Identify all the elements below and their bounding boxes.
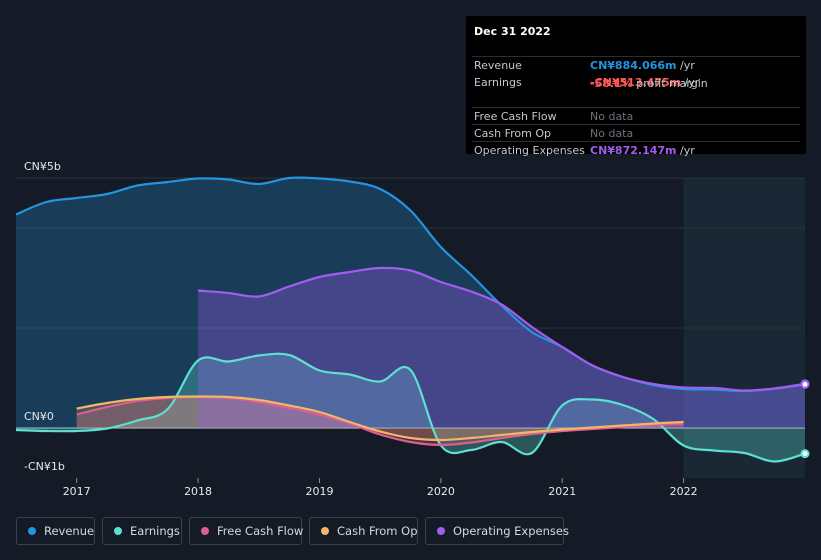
legend-dot-icon — [114, 527, 122, 535]
tooltip-row-earnings: Earnings -CN¥513.475m /yr — [466, 73, 806, 90]
x-tick-label: 2019 — [305, 485, 333, 498]
legend-dot-icon — [28, 527, 36, 535]
tooltip-row-revenue: Revenue CN¥884.066m /yr — [466, 56, 806, 73]
x-tick-label: 2018 — [184, 485, 212, 498]
legend-dot-icon — [201, 527, 209, 535]
y-tick-label: CN¥5b — [24, 160, 61, 173]
legend-label: Cash From Op — [337, 524, 418, 538]
y-tick-label: CN¥0 — [24, 410, 54, 423]
area-revenue — [16, 177, 805, 428]
end-marker-operating-expenses — [800, 379, 810, 389]
tooltip-value: No data — [590, 127, 634, 140]
line-revenue — [15, 176, 806, 393]
area-operating-expenses — [198, 267, 806, 428]
area-cash-from-op — [76, 396, 684, 440]
end-marker-earnings — [800, 449, 810, 459]
tooltip-row-free-cash-flow: Free Cash Flow No data — [466, 107, 806, 124]
x-tick-label: 2022 — [670, 485, 698, 498]
tooltip-value: -CN¥513.475m /yr — [590, 76, 700, 89]
tooltip-panel: Dec 31 2022 Revenue CN¥884.066m /yr Earn… — [466, 16, 806, 157]
tooltip-label: Revenue — [474, 59, 522, 72]
tooltip-row-operating-expenses: Operating Expenses CN¥872.147m /yr — [466, 141, 806, 157]
tooltip-label: Cash From Op — [474, 127, 552, 140]
x-tick-label: 2021 — [548, 485, 576, 498]
tooltip-value: CN¥872.147m /yr — [590, 144, 695, 157]
tooltip-label: Earnings — [474, 76, 522, 89]
tooltip-profit-margin: -58.1% profit margin — [590, 77, 708, 90]
legend-item-revenue[interactable]: Revenue — [16, 517, 95, 545]
legend-label: Revenue — [44, 524, 95, 538]
legend-item-earnings[interactable]: Earnings — [102, 517, 182, 545]
legend-label: Free Cash Flow — [217, 524, 304, 538]
line-operating-expenses — [197, 266, 806, 392]
legend-item-free-cash-flow[interactable]: Free Cash Flow — [189, 517, 304, 545]
line-earnings — [15, 352, 806, 463]
tooltip-label: Operating Expenses — [474, 144, 585, 157]
tooltip-row-cash-from-op: Cash From Op No data — [466, 124, 806, 141]
tooltip-label: Free Cash Flow — [474, 110, 557, 123]
legend-label: Earnings — [130, 524, 180, 538]
legend-item-operating-expenses[interactable]: Operating Expenses — [425, 517, 569, 545]
tooltip-date: Dec 31 2022 — [474, 25, 551, 38]
legend-label: Operating Expenses — [453, 524, 569, 538]
line-cash-from-op — [76, 395, 684, 442]
area-earnings — [16, 353, 805, 462]
tooltip-value: No data — [590, 110, 634, 123]
legend-item-cash-from-op[interactable]: Cash From Op — [309, 517, 418, 545]
legend-dot-icon — [437, 527, 445, 535]
tooltip-value: CN¥884.066m /yr — [590, 59, 695, 72]
y-tick-label: -CN¥1b — [24, 460, 65, 473]
x-tick-label: 2017 — [63, 485, 91, 498]
x-tick-label: 2020 — [427, 485, 455, 498]
legend-dot-icon — [321, 527, 329, 535]
